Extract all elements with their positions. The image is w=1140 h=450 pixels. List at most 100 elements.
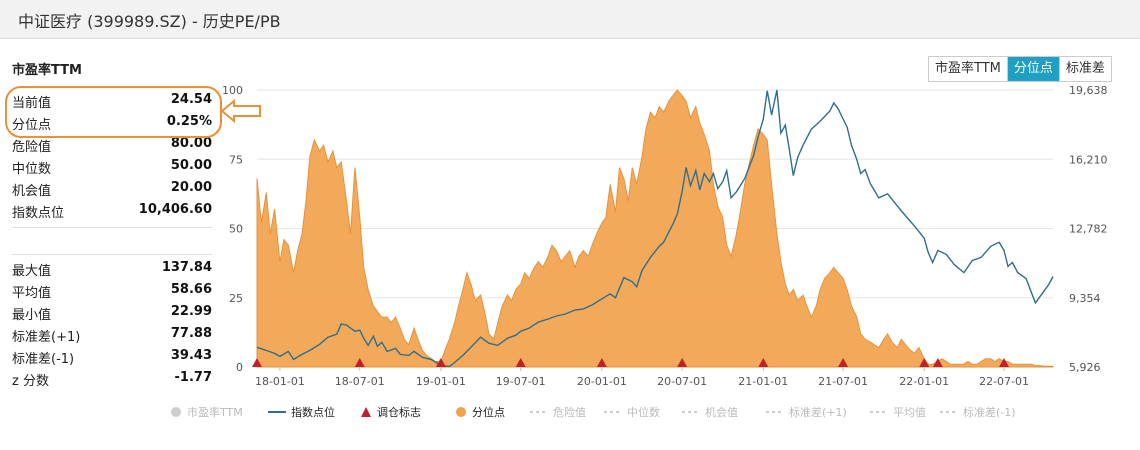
legend-item[interactable]: 分位点 <box>455 404 505 420</box>
stat-value: 80.00 <box>170 136 212 151</box>
rebalance-marker <box>758 358 769 367</box>
stat-row-top: 分位点 0.25% <box>12 114 212 136</box>
stat-row-top: 危险值 80.00 <box>12 136 212 158</box>
legend-item[interactable]: 指数点位 <box>268 404 335 420</box>
stat-value: 50.00 <box>170 158 212 173</box>
y-right-tick-label: 9,354 <box>1069 292 1101 305</box>
legend-label: 分位点 <box>472 406 505 419</box>
arrow-left-icon <box>220 99 261 123</box>
legend-dash-icon <box>870 406 888 418</box>
stat-value: 39.43 <box>170 348 212 363</box>
stat-row-top: 当前值 24.54 <box>12 92 212 114</box>
x-tick-label: 18-07-01 <box>335 375 385 388</box>
tab-percentile[interactable]: 分位点 <box>1007 57 1060 81</box>
stat-label: 标准差(-1) <box>12 352 75 367</box>
y-left-tick-label: 100 <box>222 84 243 97</box>
stat-row-bottom: 最大值 137.84 <box>12 260 212 282</box>
stat-label: 指数点位 <box>12 206 65 221</box>
x-tick-label: 21-01-01 <box>738 375 788 388</box>
stat-value: 20.00 <box>170 180 212 195</box>
chart-legend: 市盈率TTM 指数点位 调仓标志 分位点 危险值 中位数 机会值 标准差(+1) 平均值 标准差(… <box>0 404 1140 422</box>
x-tick-label: 22-07-01 <box>979 375 1029 388</box>
legend-item[interactable]: 标准差(-1) <box>940 404 1016 420</box>
x-tick-label: 20-07-01 <box>657 375 707 388</box>
y-right-tick-label: 12,782 <box>1069 223 1108 236</box>
rebalance-marker <box>838 358 849 367</box>
y-right-tick-label: 16,210 <box>1069 153 1108 166</box>
legend-label: 危险值 <box>553 406 586 419</box>
stat-label: 当前值 <box>12 96 52 111</box>
x-tick-label: 20-01-01 <box>577 375 627 388</box>
chart: 0 25 50 75 100 5,926 9,354 12,782 16,210 19,638 18… <box>222 84 1108 388</box>
stat-row-bottom: z 分数 -1.77 <box>12 370 212 392</box>
x-tick-label: 19-07-01 <box>496 375 546 388</box>
stat-row-bottom: 标准差(-1) 39.43 <box>12 348 212 370</box>
legend-triangle-icon <box>360 406 372 418</box>
y-right-tick-label: 19,638 <box>1069 84 1108 97</box>
stat-row-top: 机会值 20.00 <box>12 180 212 202</box>
index-line <box>256 89 1054 368</box>
stat-row-top: 中位数 50.00 <box>12 158 212 180</box>
legend-item[interactable]: 调仓标志 <box>360 404 421 420</box>
stat-value: -1.77 <box>174 370 212 385</box>
stat-label: 最小值 <box>12 308 52 323</box>
stat-row-bottom: 最小值 22.99 <box>12 304 212 326</box>
legend-item[interactable]: 危险值 <box>530 404 586 420</box>
stat-value: 77.88 <box>170 326 212 341</box>
legend-label: 调仓标志 <box>377 406 421 419</box>
stat-label: 中位数 <box>12 162 52 177</box>
y-left-tick-label: 25 <box>229 292 243 305</box>
rebalance-marker <box>596 358 607 367</box>
stats-divider <box>12 227 212 228</box>
legend-dash-icon <box>530 406 548 418</box>
legend-dash-icon <box>940 406 958 418</box>
rebalance-marker <box>354 358 365 367</box>
x-tick-label: 22-01-01 <box>899 375 949 388</box>
stat-label: 危险值 <box>12 140 52 155</box>
stat-label: 平均值 <box>12 286 52 301</box>
stat-row-top: 指数点位 10,406.60 <box>12 202 212 224</box>
rebalance-marker <box>252 358 262 367</box>
stat-label: 最大值 <box>12 264 52 279</box>
legend-label: 中位数 <box>627 406 660 419</box>
percentile-area <box>256 89 1054 368</box>
x-tick-label: 18-01-01 <box>255 375 305 388</box>
legend-item[interactable]: 机会值 <box>682 404 738 420</box>
stat-value: 137.84 <box>161 260 212 275</box>
rebalance-marker <box>919 358 930 367</box>
legend-item[interactable]: 平均值 <box>870 404 926 420</box>
stat-label: 标准差(+1) <box>12 330 81 345</box>
tab-std-dev[interactable]: 标准差 <box>1059 57 1111 81</box>
legend-label: 市盈率TTM <box>187 406 243 419</box>
legend-label: 指数点位 <box>291 406 335 419</box>
y-right-tick-label: 5,926 <box>1069 361 1101 374</box>
stat-value: 0.25% <box>166 114 212 129</box>
rebalance-marker <box>515 358 526 367</box>
rebalance-marker <box>677 358 688 367</box>
legend-circle-icon <box>170 406 182 418</box>
legend-label: 平均值 <box>893 406 926 419</box>
highlight-annotation <box>5 86 222 138</box>
y-left-tick-label: 50 <box>229 223 243 236</box>
rebalance-marker <box>999 358 1010 367</box>
stat-value: 10,406.60 <box>138 202 212 217</box>
stat-label: z 分数 <box>12 374 49 389</box>
tab-pe-ttm[interactable]: 市盈率TTM <box>929 57 1008 81</box>
legend-item[interactable]: 市盈率TTM <box>170 404 243 420</box>
rebalance-marker <box>435 358 446 367</box>
page-title: 中证医疗 (399989.SZ) - 历史PE/PB <box>18 12 281 31</box>
y-left-tick-label: 75 <box>229 153 243 166</box>
stat-row-bottom: 平均值 58.66 <box>12 282 212 304</box>
legend-item[interactable]: 标准差(+1) <box>766 404 847 420</box>
legend-label: 标准差(-1) <box>963 406 1016 419</box>
legend-item[interactable]: 中位数 <box>604 404 660 420</box>
stats-divider <box>12 254 212 255</box>
view-tabs: 市盈率TTM 分位点 标准差 <box>928 56 1112 82</box>
legend-label: 标准差(+1) <box>789 406 847 419</box>
stat-value: 58.66 <box>170 282 212 297</box>
stat-value: 24.54 <box>170 92 212 107</box>
stat-label: 分位点 <box>12 118 52 133</box>
window-header: 中证医疗 (399989.SZ) - 历史PE/PB <box>0 0 1140 39</box>
stat-value: 22.99 <box>170 304 212 319</box>
stat-row-bottom: 标准差(+1) 77.88 <box>12 326 212 348</box>
